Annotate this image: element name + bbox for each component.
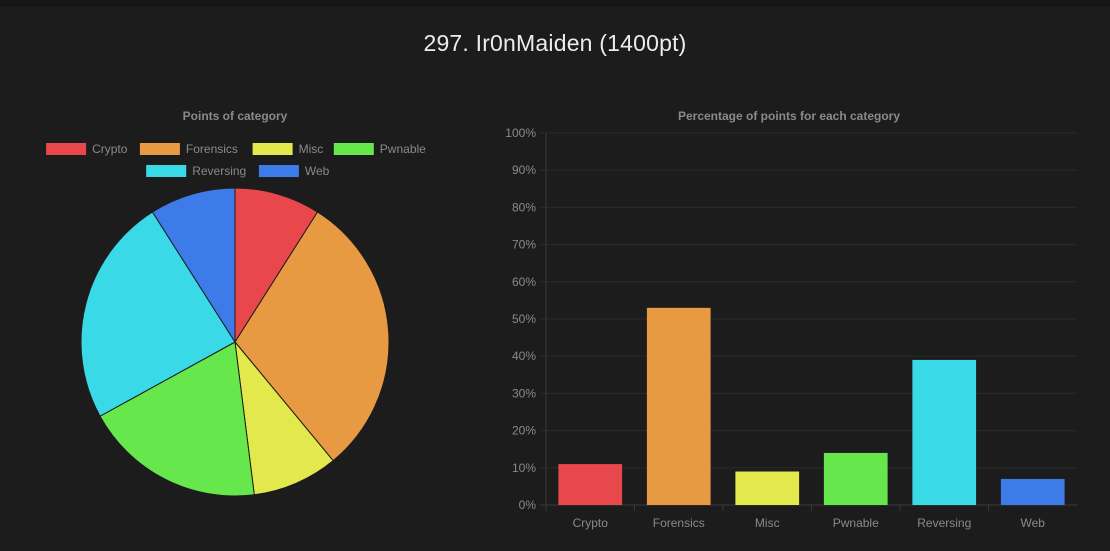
y-tick-label: 30% [512, 386, 536, 400]
page-title: 297. Ir0nMaiden (1400pt) [423, 30, 687, 56]
legend-label: Misc [299, 142, 324, 156]
x-tick-label: Crypto [573, 516, 609, 530]
bar-chart: Percentage of points for each category 0… [505, 109, 1077, 530]
legend-item-forensics[interactable]: Forensics [139, 142, 238, 156]
y-tick-label: 60% [512, 275, 536, 289]
bar-x-axis: Crypto Forensics Misc Pwnable Reversing Web [545, 505, 1046, 530]
legend-label: Crypto [92, 142, 128, 156]
bar-reversing[interactable] [912, 359, 977, 505]
legend-swatch [146, 165, 187, 177]
legend-swatch [139, 143, 180, 155]
bar-series [558, 307, 1065, 505]
x-tick-label: Forensics [653, 516, 705, 530]
legend-label: Web [305, 164, 330, 178]
pie-chart-title: Points of category [183, 109, 288, 123]
x-tick-label: Reversing [917, 516, 971, 530]
legend-label: Forensics [186, 142, 238, 156]
x-tick-label: Misc [755, 516, 780, 530]
pie-slice-crypto[interactable] [234, 187, 319, 344]
pie-slice-pwnable[interactable] [99, 341, 255, 497]
y-tick-label: 40% [512, 349, 536, 363]
legend-item-misc[interactable]: Misc [252, 142, 324, 156]
y-tick-label: 90% [512, 163, 536, 177]
legend-item-crypto[interactable]: Crypto [46, 142, 128, 156]
legend-item-pwnable[interactable]: Pwnable [333, 142, 426, 156]
legend-swatch [252, 143, 293, 155]
pie-slice-forensics[interactable] [234, 211, 390, 462]
pie-slice-misc[interactable] [234, 340, 334, 496]
pie-slice-reversing[interactable] [80, 211, 236, 417]
pie-slice-web[interactable] [151, 187, 236, 344]
bar-web[interactable] [1000, 478, 1065, 505]
x-tick-label: Pwnable [833, 516, 879, 530]
bar-y-axis: 0% 10% 20% 30% 40% 50% 60% 70% 80% 90% 100% [505, 126, 536, 512]
bar-chart-title: Percentage of points for each category [678, 109, 900, 123]
y-tick-label: 70% [512, 238, 536, 252]
y-tick-label: 100% [505, 126, 536, 140]
bar-forensics[interactable] [646, 307, 711, 505]
legend-label: Reversing [192, 164, 246, 178]
bar-crypto[interactable] [558, 464, 623, 505]
pie-chart: Points of category Crypto Forensics Misc Pw… [46, 109, 426, 497]
legend-swatch [258, 165, 299, 177]
y-tick-label: 50% [512, 312, 536, 326]
y-tick-label: 0% [519, 498, 537, 512]
top-bar [0, 0, 1110, 7]
y-tick-label: 80% [512, 200, 536, 214]
legend-label: Pwnable [380, 142, 426, 156]
pie-legend: Crypto Forensics Misc Pwnable Reversing Web [46, 142, 426, 178]
pie-slices [80, 187, 390, 497]
legend-item-web[interactable]: Web [258, 164, 330, 178]
y-tick-label: 10% [512, 461, 536, 475]
bar-gridlines [540, 132, 1077, 511]
bar-misc[interactable] [735, 471, 800, 505]
legend-item-reversing[interactable]: Reversing [146, 164, 246, 178]
y-tick-label: 20% [512, 424, 536, 438]
legend-swatch [46, 143, 87, 155]
legend-swatch [333, 143, 374, 155]
bar-pwnable[interactable] [823, 452, 888, 505]
x-tick-label: Web [1021, 516, 1046, 530]
